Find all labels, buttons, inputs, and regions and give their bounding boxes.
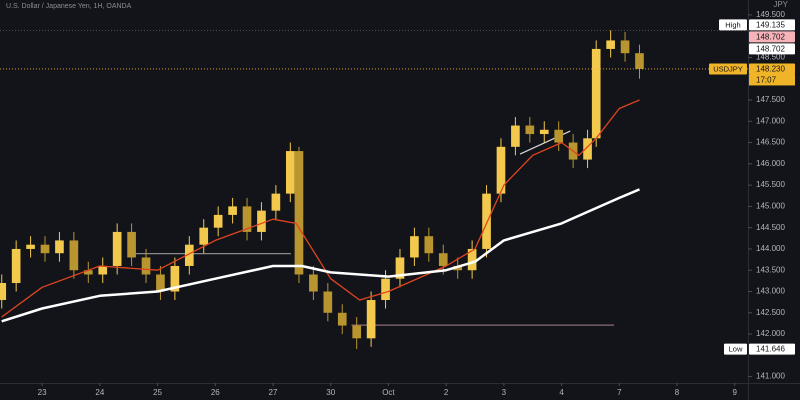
candle-body [271,193,281,211]
price-label-box [749,63,795,75]
price-label-name-box [719,19,747,31]
price-label-value: 148.702 [756,44,785,53]
y-tick-label: 149.500 [756,10,785,19]
x-tick-label: 2 [444,388,449,397]
candle-body [228,206,237,215]
moving-average-line [1,188,640,323]
price-label-name: USDJPY [713,64,743,73]
y-tick-label: 143.000 [756,287,785,296]
x-tick-label: 4 [559,388,564,397]
candle-body [525,125,535,135]
candle-body [112,231,122,266]
candle-body [40,244,50,254]
candle-body [257,210,266,232]
candle-body [381,278,390,301]
candle-body [352,325,362,339]
candle-body [583,138,592,160]
x-tick-label: 24 [95,388,104,397]
price-label-value: 148.230 [756,65,785,74]
x-tick-label: 23 [38,388,47,397]
y-tick-label: 144.500 [756,223,785,232]
y-tick-label: 141.000 [756,372,785,381]
price-label-value: 141.646 [756,345,785,354]
price-label-value: 149.135 [756,20,785,29]
candle-body [496,146,506,194]
candle-body [539,129,549,135]
candle-body [606,40,615,49]
candle-body [83,270,93,275]
price-label-name: High [725,20,740,29]
y-tick-label: 148.500 [756,53,785,62]
y-axis-label: JPY [773,0,788,9]
candle-body [410,236,419,258]
candle-body [591,48,601,139]
candle-body [511,125,520,147]
countdown: 17:07 [756,76,777,85]
price-label-box [749,343,795,355]
price-label-name-box [724,343,747,355]
price-label-name-box [709,63,747,75]
x-tick-label: 25 [153,388,162,397]
candle-body [438,253,448,266]
x-tick-label: 9 [732,388,737,397]
candle-body [26,244,35,249]
y-tick-label: 145.500 [756,180,785,189]
y-tick-label: 147.000 [756,116,785,125]
x-tick-label: 26 [211,388,220,397]
chart-title: U.S. Dollar / Japanese Yen, 1H, OANDA [6,3,132,10]
candle-body [213,214,223,228]
candle-body [294,151,304,275]
x-tick-label: Oct [382,388,395,397]
y-tick-label: 146.000 [756,159,785,168]
price-label-box [749,31,795,43]
candle-body [11,248,21,283]
x-tick-label: 3 [502,388,507,397]
candle-body [127,231,136,258]
candle-body [453,265,463,271]
price-label-box [749,19,795,31]
candle-body [337,312,347,326]
y-tick-label: 145.000 [756,202,785,211]
candle-body [184,244,194,266]
price-label-name: Low [729,345,743,354]
candle-body [242,206,252,232]
moving-average-line [1,99,640,318]
candle-body [170,265,180,292]
price-label-box [749,43,795,55]
candle-body [55,240,64,254]
price-label-value: 148.702 [756,32,785,41]
candle-body [199,227,209,245]
y-tick-label: 142.000 [756,329,785,338]
candle-body [635,53,644,69]
candle-body [98,265,108,275]
y-tick-label: 147.500 [756,95,785,104]
y-tick-label: 143.500 [756,265,785,274]
candle-body [482,193,491,249]
y-tick-label: 144.000 [756,244,785,253]
candle-body [285,151,295,194]
x-tick-label: 8 [675,388,680,397]
candle-body [620,40,630,54]
x-tick-label: 30 [326,388,335,397]
y-tick-label: 146.500 [756,138,785,147]
candle-body [395,257,405,279]
countdown-box [749,74,795,86]
candle-body [366,300,376,339]
candle-body [69,240,79,271]
candle-body [156,274,165,292]
candle-body [323,291,333,313]
candle-body [467,248,477,271]
x-tick-label: 7 [617,388,622,397]
candle-body [424,236,434,254]
candle-body [554,129,564,143]
candle-body [141,257,151,275]
y-tick-label: 142.500 [756,308,785,317]
candle-body [0,282,7,301]
x-tick-label: 27 [269,388,278,397]
candle-body [309,274,318,292]
